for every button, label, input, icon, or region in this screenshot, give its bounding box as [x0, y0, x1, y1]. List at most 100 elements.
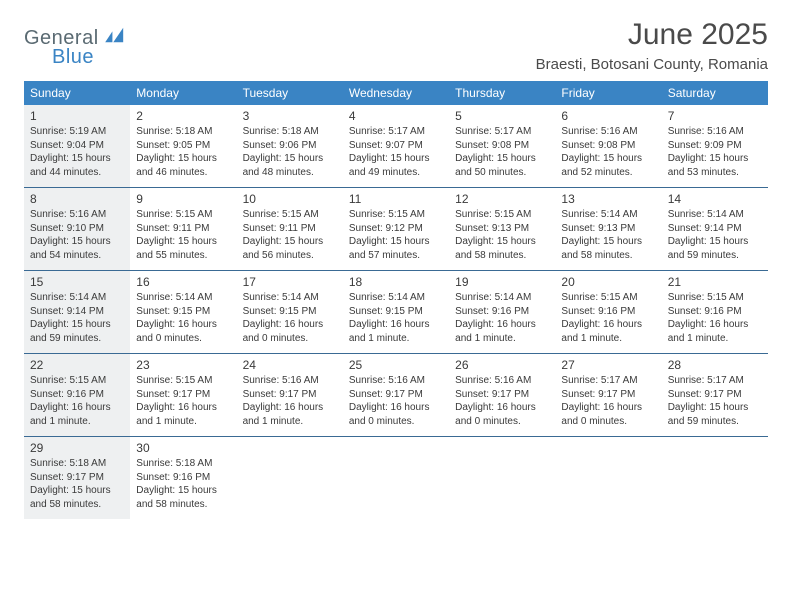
day-number: 12	[455, 192, 549, 206]
day-number: 24	[243, 358, 337, 372]
day-number: 9	[136, 192, 230, 206]
dow-tuesday: Tuesday	[237, 81, 343, 105]
day-info: Sunrise: 5:15 AMSunset: 9:13 PMDaylight:…	[455, 208, 549, 262]
dow-sunday: Sunday	[24, 81, 130, 105]
calendar-day: 6Sunrise: 5:16 AMSunset: 9:08 PMDaylight…	[555, 105, 661, 187]
day-number: 29	[30, 441, 124, 455]
day-number: 30	[136, 441, 230, 455]
calendar-day: 26 Sunrise: 5:16 AMSunset: 9:17 PMDayligh…	[449, 354, 555, 436]
calendar-day-empty	[662, 437, 768, 519]
header: General Blue June 2025 Braesti, Botosani…	[24, 18, 768, 73]
day-number: 19	[455, 275, 549, 289]
day-number: 11	[349, 192, 443, 206]
day-info: Sunrise: 5:16 AMSunset: 9:17 PMDaylight:…	[243, 374, 337, 428]
day-number: 14	[668, 192, 762, 206]
calendar-day: 16Sunrise: 5:14 AMSunset: 9:15 PMDayligh…	[130, 271, 236, 353]
calendar-day: 30 Sunrise: 5:18 AMSunset: 9:16 PMDayligh…	[130, 437, 236, 519]
day-number: 8	[30, 192, 124, 206]
calendar-day: 13 Sunrise: 5:14 AMSunset: 9:13 PMDayligh…	[555, 188, 661, 270]
calendar-day: 15 Sunrise: 5:14 AMSunset: 9:14 PMDayligh…	[24, 271, 130, 353]
day-number: 3	[243, 109, 337, 123]
calendar-day: 8 Sunrise: 5:16 AMSunset: 9:10 PMDaylight…	[24, 188, 130, 270]
logo: General Blue	[24, 24, 127, 69]
day-info: Sunrise: 5:14 AMSunset: 9:15 PMDaylight:…	[349, 291, 443, 345]
day-number: 15	[30, 275, 124, 289]
calendar-day: 28 Sunrise: 5:17 AMSunset: 9:17 PMDayligh…	[662, 354, 768, 436]
day-info: Sunrise: 5:14 AMSunset: 9:15 PMDaylight:…	[243, 291, 337, 345]
day-info: Sunrise: 5:15 AMSunset: 9:16 PMDaylight:…	[668, 291, 762, 345]
day-info: Sunrise: 5:14 AMSunset: 9:14 PMDaylight:…	[30, 291, 124, 345]
day-number: 1	[30, 109, 124, 123]
day-number: 13	[561, 192, 655, 206]
day-info: Sunrise: 5:16 AMSunset: 9:17 PMDaylight:…	[455, 374, 549, 428]
calendar-day: 3 Sunrise: 5:18 AMSunset: 9:06 PMDaylight…	[237, 105, 343, 187]
calendar-day: 23Sunrise: 5:15 AMSunset: 9:17 PMDayligh…	[130, 354, 236, 436]
day-number: 10	[243, 192, 337, 206]
day-info: Sunrise: 5:14 AMSunset: 9:13 PMDaylight:…	[561, 208, 655, 262]
calendar-day: 14 Sunrise: 5:14 AMSunset: 9:14 PMDayligh…	[662, 188, 768, 270]
day-info: Sunrise: 5:15 AMSunset: 9:11 PMDaylight:…	[136, 208, 230, 262]
day-number: 28	[668, 358, 762, 372]
page-title: June 2025	[536, 18, 768, 52]
logo-text-block: General Blue	[24, 24, 127, 69]
calendar-day-empty	[343, 437, 449, 519]
dow-saturday: Saturday	[662, 81, 768, 105]
day-info: Sunrise: 5:17 AMSunset: 9:17 PMDaylight:…	[668, 374, 762, 428]
day-info: Sunrise: 5:18 AMSunset: 9:17 PMDaylight:…	[30, 457, 124, 511]
dow-friday: Friday	[555, 81, 661, 105]
calendar: Sunday Monday Tuesday Wednesday Thursday…	[24, 81, 768, 519]
calendar-day: 7 Sunrise: 5:16 AMSunset: 9:09 PMDaylight…	[662, 105, 768, 187]
day-info: Sunrise: 5:16 AMSunset: 9:08 PMDaylight:…	[561, 125, 655, 179]
calendar-day: 18 Sunrise: 5:14 AMSunset: 9:15 PMDayligh…	[343, 271, 449, 353]
day-number: 7	[668, 109, 762, 123]
day-number: 20	[561, 275, 655, 289]
calendar-day: 10 Sunrise: 5:15 AMSunset: 9:11 PMDayligh…	[237, 188, 343, 270]
calendar-body: 1 Sunrise: 5:19 AMSunset: 9:04 PMDaylight…	[24, 105, 768, 519]
day-info: Sunrise: 5:15 AMSunset: 9:16 PMDaylight:…	[30, 374, 124, 428]
calendar-week: 1 Sunrise: 5:19 AMSunset: 9:04 PMDaylight…	[24, 105, 768, 188]
dow-wednesday: Wednesday	[343, 81, 449, 105]
calendar-week: 29 Sunrise: 5:18 AMSunset: 9:17 PMDayligh…	[24, 437, 768, 519]
day-info: Sunrise: 5:15 AMSunset: 9:12 PMDaylight:…	[349, 208, 443, 262]
calendar-day: 25Sunrise: 5:16 AMSunset: 9:17 PMDayligh…	[343, 354, 449, 436]
dow-thursday: Thursday	[449, 81, 555, 105]
calendar-day: 22 Sunrise: 5:15 AMSunset: 9:16 PMDayligh…	[24, 354, 130, 436]
day-info: Sunrise: 5:16 AMSunset: 9:09 PMDaylight:…	[668, 125, 762, 179]
calendar-week: 22 Sunrise: 5:15 AMSunset: 9:16 PMDayligh…	[24, 354, 768, 437]
days-of-week-header: Sunday Monday Tuesday Wednesday Thursday…	[24, 81, 768, 105]
day-number: 21	[668, 275, 762, 289]
calendar-day: 4 Sunrise: 5:17 AMSunset: 9:07 PMDaylight…	[343, 105, 449, 187]
day-info: Sunrise: 5:15 AMSunset: 9:11 PMDaylight:…	[243, 208, 337, 262]
calendar-day: 29 Sunrise: 5:18 AMSunset: 9:17 PMDayligh…	[24, 437, 130, 519]
day-info: Sunrise: 5:17 AMSunset: 9:17 PMDaylight:…	[561, 374, 655, 428]
calendar-day: 24 Sunrise: 5:16 AMSunset: 9:17 PMDayligh…	[237, 354, 343, 436]
day-number: 22	[30, 358, 124, 372]
calendar-day-empty	[237, 437, 343, 519]
day-info: Sunrise: 5:18 AMSunset: 9:16 PMDaylight:…	[136, 457, 230, 511]
calendar-day: 5Sunrise: 5:17 AMSunset: 9:08 PMDaylight…	[449, 105, 555, 187]
calendar-day: 2Sunrise: 5:18 AMSunset: 9:05 PMDaylight…	[130, 105, 236, 187]
day-info: Sunrise: 5:16 AMSunset: 9:17 PMDaylight:…	[349, 374, 443, 428]
day-info: Sunrise: 5:14 AMSunset: 9:15 PMDaylight:…	[136, 291, 230, 345]
calendar-day: 11 Sunrise: 5:15 AMSunset: 9:12 PMDayligh…	[343, 188, 449, 270]
day-number: 26	[455, 358, 549, 372]
day-info: Sunrise: 5:14 AMSunset: 9:14 PMDaylight:…	[668, 208, 762, 262]
calendar-week: 15 Sunrise: 5:14 AMSunset: 9:14 PMDayligh…	[24, 271, 768, 354]
calendar-day: 20Sunrise: 5:15 AMSunset: 9:16 PMDayligh…	[555, 271, 661, 353]
calendar-day: 9 Sunrise: 5:15 AMSunset: 9:11 PMDaylight…	[130, 188, 236, 270]
day-number: 17	[243, 275, 337, 289]
calendar-day: 27Sunrise: 5:17 AMSunset: 9:17 PMDayligh…	[555, 354, 661, 436]
day-number: 18	[349, 275, 443, 289]
day-info: Sunrise: 5:17 AMSunset: 9:07 PMDaylight:…	[349, 125, 443, 179]
calendar-day: 19Sunrise: 5:14 AMSunset: 9:16 PMDayligh…	[449, 271, 555, 353]
day-info: Sunrise: 5:16 AMSunset: 9:10 PMDaylight:…	[30, 208, 124, 262]
calendar-day: 1 Sunrise: 5:19 AMSunset: 9:04 PMDaylight…	[24, 105, 130, 187]
calendar-day: 12 Sunrise: 5:15 AMSunset: 9:13 PMDayligh…	[449, 188, 555, 270]
logo-word2: Blue	[52, 46, 127, 69]
day-number: 4	[349, 109, 443, 123]
calendar-week: 8 Sunrise: 5:16 AMSunset: 9:10 PMDaylight…	[24, 188, 768, 271]
day-info: Sunrise: 5:15 AMSunset: 9:17 PMDaylight:…	[136, 374, 230, 428]
day-info: Sunrise: 5:19 AMSunset: 9:04 PMDaylight:…	[30, 125, 124, 179]
day-info: Sunrise: 5:18 AMSunset: 9:06 PMDaylight:…	[243, 125, 337, 179]
day-number: 2	[136, 109, 230, 123]
